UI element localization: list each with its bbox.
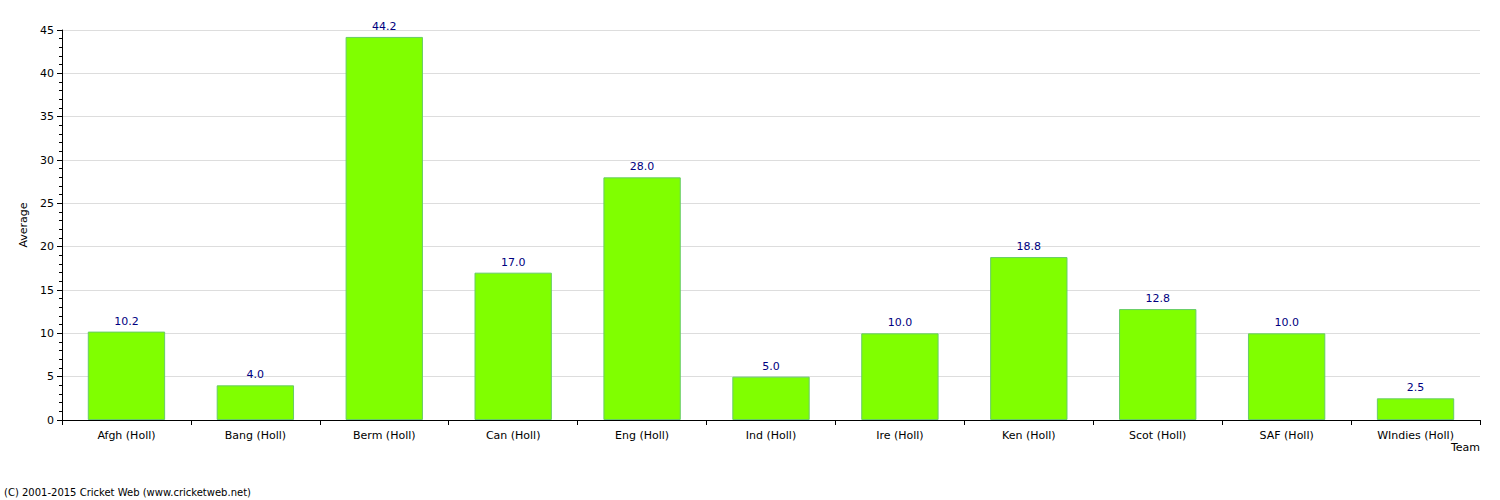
svg-text:30: 30 bbox=[40, 154, 54, 167]
svg-text:40: 40 bbox=[40, 67, 54, 80]
svg-text:0: 0 bbox=[47, 414, 54, 427]
svg-text:18.8: 18.8 bbox=[1017, 240, 1042, 253]
svg-text:Eng (Holl): Eng (Holl) bbox=[615, 429, 669, 442]
svg-text:44.2: 44.2 bbox=[372, 20, 397, 33]
svg-text:Ken (Holl): Ken (Holl) bbox=[1002, 429, 1056, 442]
svg-text:28.0: 28.0 bbox=[630, 160, 655, 173]
svg-text:35: 35 bbox=[40, 110, 54, 123]
svg-text:15: 15 bbox=[40, 284, 54, 297]
svg-text:5.0: 5.0 bbox=[762, 360, 780, 373]
svg-text:10: 10 bbox=[40, 327, 54, 340]
svg-text:17.0: 17.0 bbox=[501, 256, 526, 269]
svg-text:4.0: 4.0 bbox=[247, 368, 264, 381]
svg-text:10.0: 10.0 bbox=[1274, 316, 1299, 329]
svg-text:WIndies (Holl): WIndies (Holl) bbox=[1377, 429, 1454, 442]
svg-text:20: 20 bbox=[40, 240, 54, 253]
svg-text:SAF (Holl): SAF (Holl) bbox=[1260, 429, 1314, 442]
svg-text:Scot (Holl): Scot (Holl) bbox=[1129, 429, 1186, 442]
svg-text:Average: Average bbox=[17, 202, 30, 247]
svg-text:Ire (Holl): Ire (Holl) bbox=[876, 429, 924, 442]
svg-text:45: 45 bbox=[40, 24, 54, 37]
svg-text:5: 5 bbox=[47, 370, 54, 383]
svg-text:2.5: 2.5 bbox=[1407, 381, 1425, 394]
svg-text:10.2: 10.2 bbox=[114, 315, 139, 328]
svg-text:(C) 2001-2015 Cricket Web (www: (C) 2001-2015 Cricket Web (www.cricketwe… bbox=[4, 487, 251, 498]
svg-text:Bang (Holl): Bang (Holl) bbox=[225, 429, 286, 442]
svg-text:Berm (Holl): Berm (Holl) bbox=[353, 429, 416, 442]
svg-text:Ind (Holl): Ind (Holl) bbox=[746, 429, 796, 442]
svg-text:25: 25 bbox=[40, 197, 54, 210]
svg-text:12.8: 12.8 bbox=[1145, 292, 1170, 305]
svg-text:Afgh (Holl): Afgh (Holl) bbox=[97, 429, 155, 442]
svg-text:10.0: 10.0 bbox=[888, 316, 913, 329]
svg-text:Can (Holl): Can (Holl) bbox=[486, 429, 541, 442]
svg-text:Team: Team bbox=[1450, 441, 1480, 454]
